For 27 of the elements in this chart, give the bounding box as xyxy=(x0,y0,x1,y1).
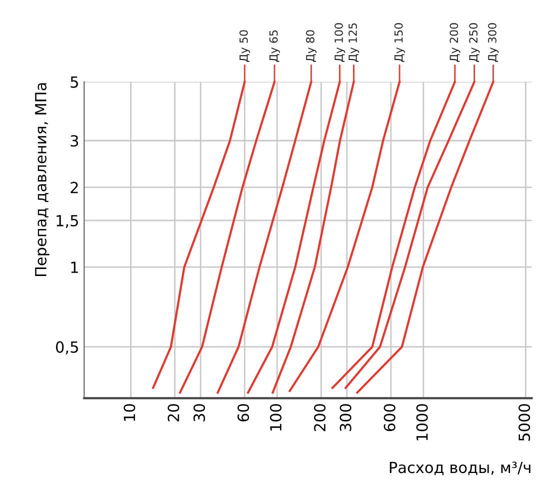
y-tick-label: 2 xyxy=(70,182,78,194)
text: Ду 80 xyxy=(306,30,317,62)
x-tick-label: 100 xyxy=(270,404,282,431)
y-axis-title: Перепад давления, МПа xyxy=(35,83,50,276)
x-tick-label: 60 xyxy=(238,404,250,422)
y-tick-label: 1,5 xyxy=(56,215,78,228)
text: Ду 65 xyxy=(269,30,280,62)
text: Ду 250 xyxy=(469,23,480,62)
x-tick-label: 1000 xyxy=(416,404,428,440)
y-tick-label: 1 xyxy=(71,262,78,273)
x-tick-label: 30 xyxy=(193,404,206,422)
x-tick-label: 10 xyxy=(124,404,136,421)
text: Ду 200 xyxy=(450,23,460,62)
text: Ду 50 xyxy=(239,30,250,62)
text: Ду 125 xyxy=(348,23,360,62)
x-tick-label: 600 xyxy=(384,404,396,432)
y-tick-label: 5 xyxy=(70,76,78,88)
x-axis-title: Расход воды, м³/ч xyxy=(390,462,530,476)
text: Ду 150 xyxy=(394,23,405,62)
y-tick-label: 3 xyxy=(70,135,78,147)
y-tick-label: 0,5 xyxy=(56,341,78,354)
text: Ду 300 xyxy=(488,23,499,62)
x-tick-label: 5000 xyxy=(518,404,530,441)
x-tick-label: 200 xyxy=(314,404,326,432)
x-tick-label: 300 xyxy=(340,404,352,432)
x-tick-label: 20 xyxy=(168,404,180,422)
text: Ду 100 xyxy=(334,23,346,62)
